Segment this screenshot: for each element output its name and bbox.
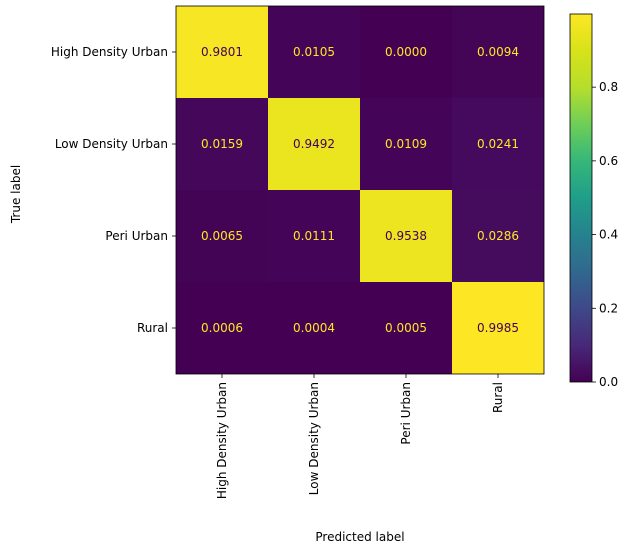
- colorbar: 0.0 0.2 0.4 0.6 0.8: [569, 13, 618, 389]
- heatmap-cell: [268, 6, 360, 98]
- heatmap-cell: [360, 6, 452, 98]
- x-axis-label: Predicted label: [315, 530, 404, 544]
- y-tick-label: Low Density Urban: [55, 137, 168, 151]
- cell-value-label: 0.0004: [293, 321, 335, 335]
- cell-value-label: 0.0286: [477, 229, 519, 243]
- x-tick-label: Rural: [491, 382, 505, 413]
- cell-value-label: 0.0094: [477, 45, 519, 59]
- heatmap-cell: [452, 98, 544, 190]
- x-axis-ticks: High Density Urban Low Density Urban Peri …: [215, 374, 505, 499]
- x-tick-label: High Density Urban: [215, 382, 229, 499]
- x-tick-label: Low Density Urban: [307, 382, 321, 495]
- cell-value-label: 0.9538: [385, 229, 427, 243]
- heatmap-cell: [452, 282, 544, 374]
- heatmap-cell: [268, 282, 360, 374]
- colorbar-gradient: [569, 13, 593, 383]
- heatmap-cell: [360, 190, 452, 282]
- y-tick-label: Rural: [137, 321, 168, 335]
- cell-value-label: 0.0109: [385, 137, 427, 151]
- heatmap-cell: [176, 282, 268, 374]
- cell-value-label: 0.9492: [293, 137, 335, 151]
- heatmap-cell: [176, 190, 268, 282]
- colorbar-tick-label: 0.6: [599, 154, 618, 168]
- y-tick-label: High Density Urban: [51, 45, 168, 59]
- cell-value-label: 0.9801: [201, 45, 243, 59]
- heatmap-cell: [176, 6, 268, 98]
- cell-value-label: 0.0065: [201, 229, 243, 243]
- cell-value-label: 0.0005: [385, 321, 427, 335]
- heatmap-cell: [360, 98, 452, 190]
- colorbar-tick-label: 0.8: [599, 80, 618, 94]
- cell-value-label: 0.0105: [293, 45, 335, 59]
- heatmap-cell: [360, 282, 452, 374]
- heatmap-cell: [452, 190, 544, 282]
- heatmap-cell: [268, 98, 360, 190]
- y-axis-label: True label: [9, 165, 23, 224]
- colorbar-tick-label: 0.4: [599, 228, 618, 242]
- y-axis-ticks: High Density Urban Low Density Urban Peri …: [51, 45, 176, 335]
- cell-value-label: 0.0159: [201, 137, 243, 151]
- cell-value-label: 0.9985: [477, 321, 519, 335]
- y-tick-label: Peri Urban: [105, 229, 168, 243]
- heatmap-cell: [176, 98, 268, 190]
- cell-value-labels: 0.9801 0.0105 0.0000 0.0094 0.0159 0.9492 0.01…: [201, 45, 519, 335]
- colorbar-tick-label: 0.2: [599, 301, 618, 315]
- colorbar-ticks: 0.0 0.2 0.4 0.6 0.8: [592, 80, 618, 389]
- cell-value-label: 0.0006: [201, 321, 243, 335]
- colorbar-tick-label: 0.0: [599, 375, 618, 389]
- x-tick-label: Peri Urban: [399, 382, 413, 445]
- plot-frame: [175, 5, 545, 375]
- cell-value-label: 0.0000: [385, 45, 427, 59]
- cell-value-label: 0.0111: [293, 229, 335, 243]
- cell-value-label: 0.0241: [477, 137, 519, 151]
- heatmap-cell: [268, 190, 360, 282]
- heatmap-cell: [452, 6, 544, 98]
- heatmap-cells: [175, 5, 545, 375]
